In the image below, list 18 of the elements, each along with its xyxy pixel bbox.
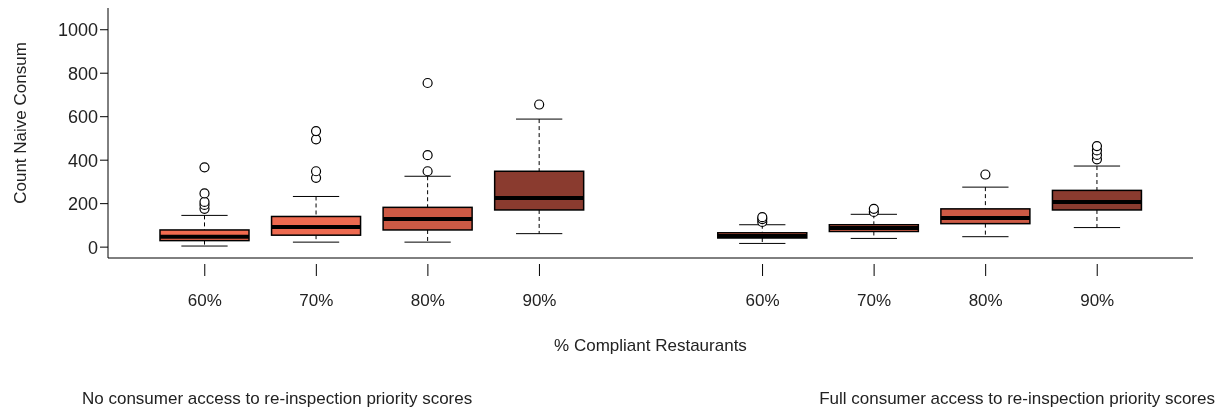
x-tick-label: 70% [857,291,892,310]
x-tick-label: 60% [745,291,780,310]
text: No consumer access to re-inspection priority scores [82,389,473,409]
text: Full consumer access to re-inspection priority scores [819,389,1215,409]
y-tick-label: 1000 [57,20,98,41]
x-tick-label: 80% [410,291,445,310]
y-tick-label: 800 [67,63,98,84]
x-axis-title: % Compliant Restaurants [554,336,747,356]
x-tick-label: 90% [1080,291,1115,310]
x-tick-label: 90% [522,291,557,310]
y-axis-title: Count Naive Consum [11,42,31,204]
y-tick-label: 200 [67,194,98,215]
x-tick-label: 70% [299,291,334,310]
x-tick-label: 80% [968,291,1003,310]
x-tick-label: 60% [187,291,222,310]
y-tick-label: 400 [67,150,98,171]
y-tick-label: 0 [87,237,98,258]
y-tick-label: 600 [67,107,98,128]
